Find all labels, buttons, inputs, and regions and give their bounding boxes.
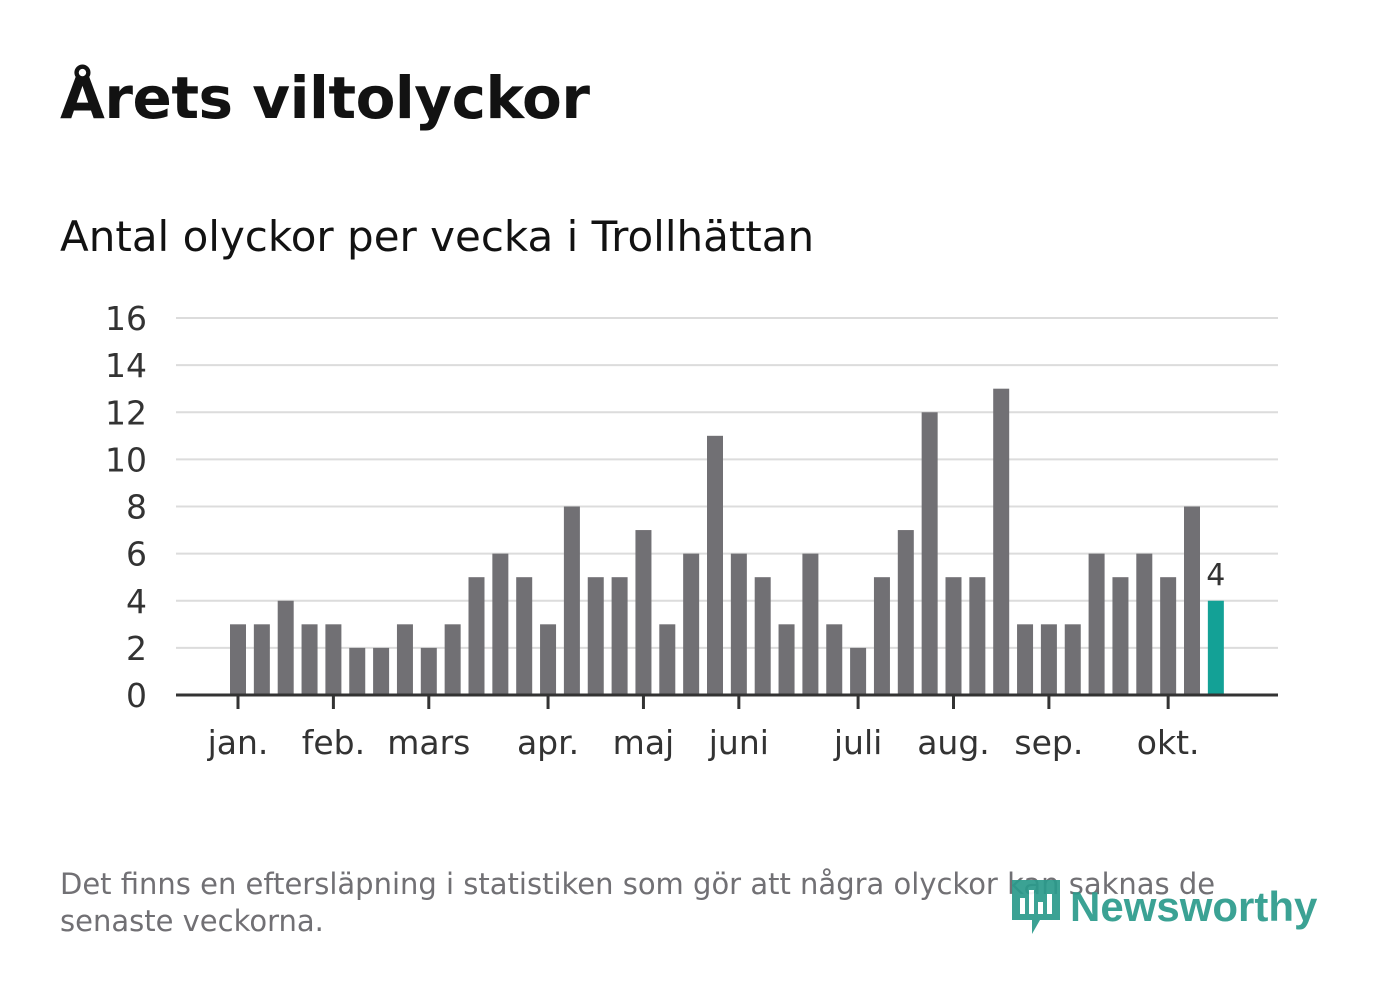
bar — [754, 577, 771, 695]
bar — [873, 577, 890, 695]
bar — [1064, 624, 1081, 695]
bar — [396, 624, 413, 695]
bar — [420, 647, 437, 695]
bar — [373, 647, 390, 695]
bar — [707, 435, 723, 695]
bar — [492, 553, 509, 695]
bar — [802, 553, 819, 695]
bar — [349, 647, 366, 695]
bar — [230, 624, 246, 695]
x-tick-label: sep. — [1014, 723, 1083, 762]
bar — [253, 624, 270, 695]
y-tick-label: 6 — [126, 535, 147, 574]
bar-chart: 0 2 4 6 8 10 12 14 16 4 jan. feb. mars apr. maj juni jul… — [105, 299, 1278, 762]
bar — [850, 647, 867, 695]
bar — [301, 624, 318, 695]
bar — [325, 624, 342, 695]
chart-title: Årets viltolyckor — [60, 64, 590, 132]
x-tick-label: juni — [708, 723, 769, 762]
y-tick-label: 0 — [126, 676, 147, 715]
brand-logo: Newsworthy — [1010, 876, 1317, 938]
y-tick-label: 16 — [105, 299, 147, 338]
x-tick-label: mars — [387, 723, 470, 762]
bar — [826, 624, 843, 695]
bar — [516, 577, 533, 695]
x-tick-label: maj — [613, 723, 675, 762]
bar — [683, 553, 700, 695]
bar — [778, 624, 795, 695]
bar — [1160, 577, 1177, 695]
bar — [1136, 553, 1153, 695]
x-tick-label: apr. — [517, 723, 579, 762]
bar — [277, 600, 294, 695]
x-tick-label: aug. — [917, 723, 990, 762]
x-tick-label: feb. — [302, 723, 365, 762]
bar — [635, 530, 652, 695]
bar — [1040, 624, 1057, 695]
bar — [1112, 577, 1129, 695]
chart-subtitle: Antal olyckor per vecka i Trollhättan — [60, 212, 815, 261]
bar — [1184, 506, 1200, 695]
y-tick-label: 12 — [105, 393, 147, 432]
bar — [1088, 553, 1105, 695]
bar — [730, 553, 747, 695]
data-label: 4 — [1206, 558, 1225, 593]
x-tick-label: jan. — [207, 723, 269, 762]
bar — [897, 530, 914, 695]
bar-highlight — [1207, 600, 1224, 695]
bar — [587, 577, 604, 695]
bar — [444, 624, 461, 695]
y-tick-label: 8 — [126, 488, 147, 527]
bar — [1017, 624, 1034, 695]
bar — [921, 412, 938, 695]
y-tick-label: 4 — [126, 582, 147, 621]
bar — [540, 624, 557, 695]
y-tick-label: 14 — [105, 346, 147, 385]
x-tick-label: juli — [833, 723, 882, 762]
y-tick-label: 10 — [105, 440, 147, 479]
y-tick-label: 2 — [126, 629, 147, 668]
bar — [993, 388, 1010, 695]
newsworthy-logo-icon — [1012, 880, 1060, 934]
brand-name: Newsworthy — [1070, 883, 1318, 930]
bar — [611, 577, 628, 695]
bar — [945, 577, 962, 695]
bar — [659, 624, 676, 695]
x-tick-label: okt. — [1137, 723, 1200, 762]
bar — [468, 577, 485, 695]
bar — [969, 577, 986, 695]
bar — [563, 506, 580, 695]
